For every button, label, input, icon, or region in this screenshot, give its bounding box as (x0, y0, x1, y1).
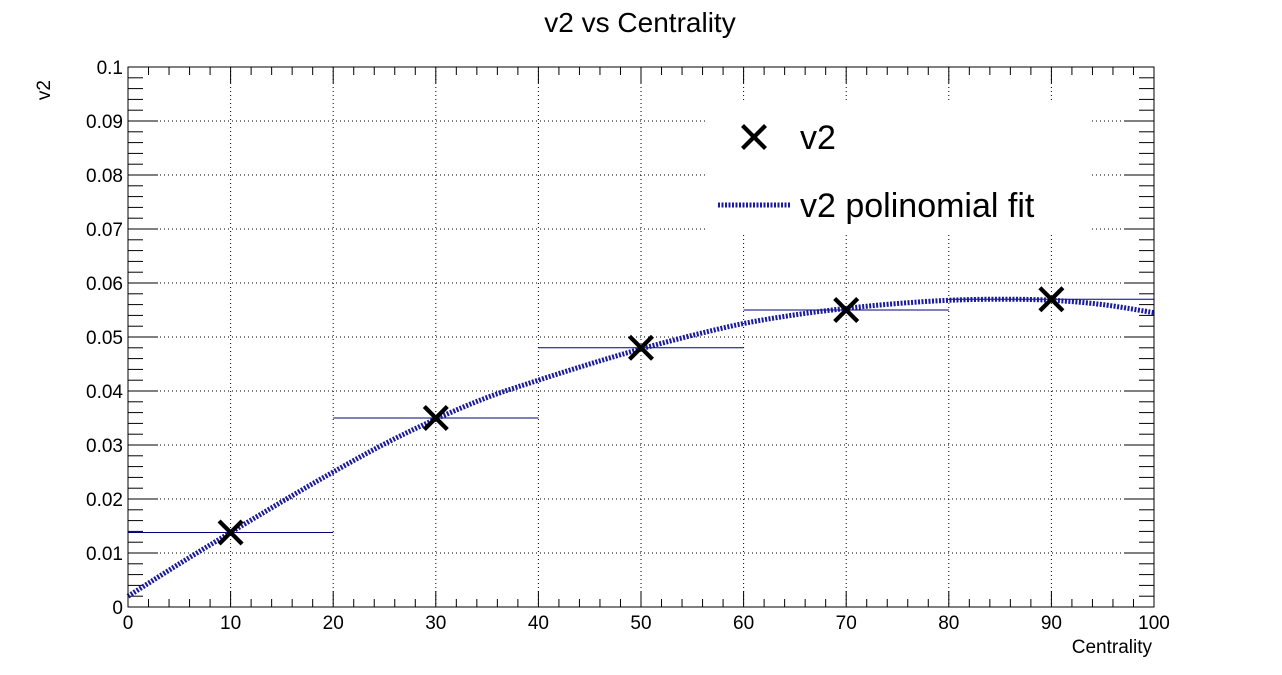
x-tick-label: 0 (123, 613, 134, 634)
ticks-layer (127, 66, 1155, 608)
x-axis-title: Centrality (1072, 637, 1153, 658)
legend-label-v2: v2 (800, 119, 836, 157)
data-point-marker (1038, 286, 1065, 313)
y-tick-label: 0.01 (86, 544, 123, 565)
y-tick-label: 0.08 (86, 166, 123, 187)
x-tick-label: 80 (938, 613, 959, 634)
grid-layer (128, 67, 1154, 607)
y-tick-label: 0.06 (86, 274, 123, 295)
data-point-marker (422, 405, 449, 431)
x-tick-label: 10 (220, 613, 241, 634)
chart-title: v2 vs Centrality (544, 7, 735, 38)
legend-entry-fit: v2 polinomial fit (718, 187, 1035, 225)
y-tick-label: 0.07 (86, 220, 123, 241)
x-tick-label: 20 (323, 613, 344, 634)
legend-label-fit: v2 polinomial fit (800, 187, 1035, 225)
y-tick-label: 0.03 (86, 436, 123, 457)
x-tick-label: 90 (1041, 613, 1062, 634)
x-tick-label: 60 (733, 613, 754, 634)
y-tick-label: 0.04 (86, 382, 123, 403)
data-point-marker (833, 297, 860, 323)
x-tick-label: 40 (528, 613, 549, 634)
y-axis-title: v2 (34, 80, 55, 100)
x-tick-labels: 0 10 20 30 40 50 60 70 80 90 100 (123, 613, 1170, 634)
legend-box (705, 103, 1090, 235)
y-tick-label: 0.1 (97, 58, 123, 79)
series-layer (126, 286, 1155, 599)
y-tick-label: 0.02 (86, 490, 123, 511)
x-tick-label: 30 (425, 613, 446, 634)
x-tick-label: 50 (630, 613, 651, 634)
x-tick-label: 100 (1138, 613, 1170, 634)
plot-frame (127, 66, 1155, 608)
data-point-marker (628, 334, 654, 361)
data-point-marker (217, 519, 244, 546)
x-tick-label: 70 (836, 613, 857, 634)
y-tick-label: 0.05 (86, 328, 123, 349)
legend-entry-v2: v2 (741, 119, 836, 157)
legend-marker-cross (741, 124, 767, 150)
y-tick-labels: 0 0.01 0.02 0.03 0.04 0.05 0.06 0.07 0.08 0.09 0.1 (86, 58, 123, 619)
y-tick-label: 0.09 (86, 112, 123, 133)
legend: v2 v2 polinomial fit (705, 103, 1090, 235)
y-tick-label: 0 (112, 598, 123, 619)
